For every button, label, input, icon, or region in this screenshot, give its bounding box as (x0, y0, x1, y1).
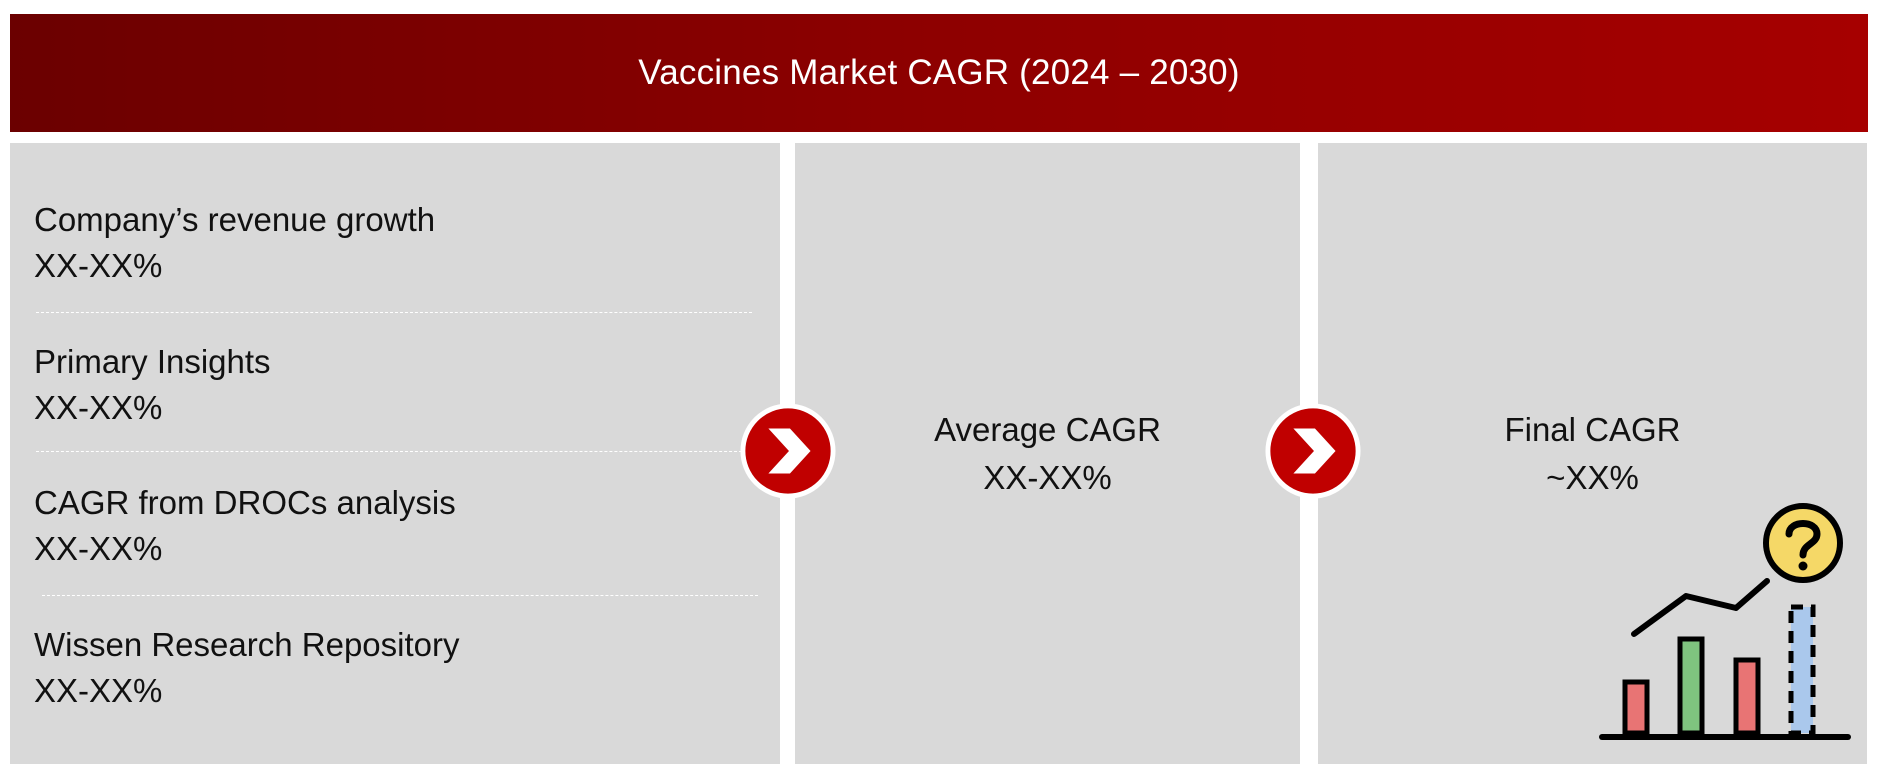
source-label: Primary Insights (34, 343, 271, 380)
source-label: CAGR from DROCs analysis (34, 484, 456, 521)
header-banner: Vaccines Market CAGR (2024 – 2030) (10, 14, 1868, 132)
divider (36, 312, 752, 313)
source-item-revenue-growth: Company’s revenue growth XX-XX% (34, 197, 435, 289)
growth-chart-question-icon (1599, 503, 1851, 740)
source-item-primary-insights: Primary Insights XX-XX% (34, 339, 271, 431)
source-label: Company’s revenue growth (34, 201, 436, 238)
average-panel (795, 143, 1300, 764)
average-cagr-value: XX-XX% (983, 459, 1112, 496)
chevron-right-icon (1265, 403, 1361, 499)
final-cagr-value: ~XX% (1546, 459, 1639, 496)
final-cagr-label: Final CAGR (1504, 411, 1681, 448)
source-item-research-repository: Wissen Research Repository XX-XX% (34, 622, 460, 714)
average-cagr-label: Average CAGR (934, 411, 1161, 448)
source-label: Wissen Research Repository (34, 626, 460, 663)
page-title: Vaccines Market CAGR (2024 – 2030) (638, 53, 1240, 92)
average-cagr-block: Average CAGR XX-XX% (795, 406, 1300, 502)
chevron-right-icon (740, 403, 836, 499)
divider (36, 451, 752, 452)
source-value: XX-XX% (34, 389, 163, 426)
source-item-drocs-analysis: CAGR from DROCs analysis XX-XX% (34, 480, 456, 572)
source-value: XX-XX% (34, 247, 163, 284)
final-panel (1318, 143, 1867, 764)
source-value: XX-XX% (34, 530, 163, 567)
sources-panel: Company’s revenue growth XX-XX% Primary … (10, 143, 780, 764)
source-value: XX-XX% (34, 672, 163, 709)
final-cagr-block: Final CAGR ~XX% (1318, 406, 1867, 502)
divider (42, 595, 758, 596)
